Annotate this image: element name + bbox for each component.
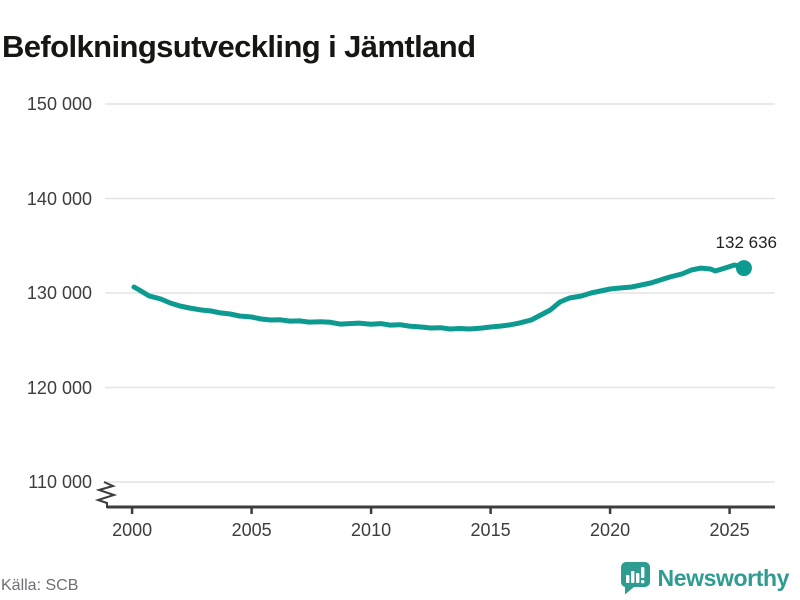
newsworthy-logo-icon xyxy=(620,562,650,595)
latest-value-label: 132 636 xyxy=(715,233,777,252)
newsworthy-wordmark: Newsworthy xyxy=(657,564,790,591)
x-axis-tick-label: 2025 xyxy=(709,520,750,540)
y-axis-tick-label: 140 000 xyxy=(26,188,92,209)
x-axis-tick-label: 2020 xyxy=(590,520,631,540)
y-axis-tick-label: 130 000 xyxy=(26,283,92,303)
axis-break-zigzag xyxy=(94,481,118,508)
latest-point-marker xyxy=(735,260,752,277)
population-line xyxy=(131,262,747,332)
x-axis-tick-label: 2000 xyxy=(112,520,153,540)
y-axis-tick-label: 120 000 xyxy=(26,377,92,398)
chart-title: Befolkningsutveckling i Jämtland xyxy=(2,28,476,64)
x-axis-tick-label: 2010 xyxy=(351,520,392,540)
x-axis-tick-label: 2005 xyxy=(231,520,272,540)
newsworthy-logo[interactable]: Newsworthy xyxy=(619,561,789,595)
x-axis-tick-label: 2015 xyxy=(470,520,511,540)
y-axis-tick-label: 110 000 xyxy=(28,472,92,492)
y-axis-tick-label: 150 000 xyxy=(26,94,92,114)
source-note: Källa: SCB xyxy=(1,577,79,594)
